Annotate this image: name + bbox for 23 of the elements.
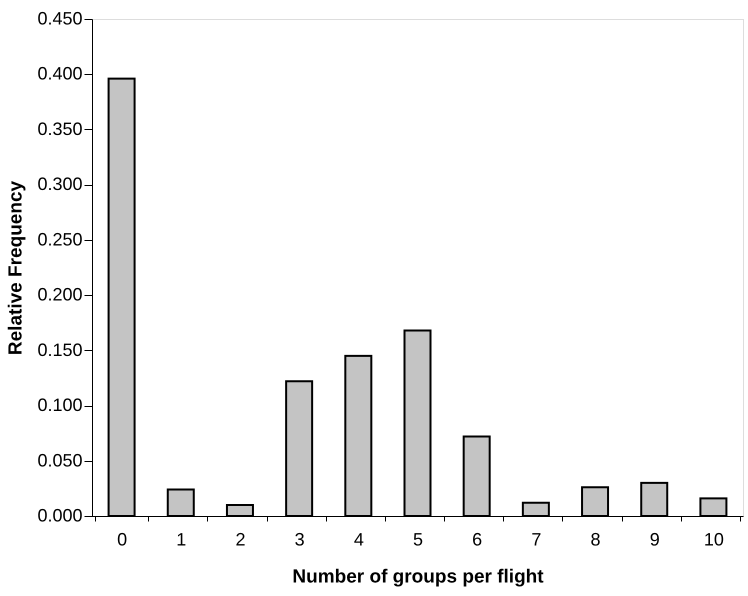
y-tick-label: 0.350 bbox=[37, 118, 82, 139]
x-tick-label: 9 bbox=[650, 530, 660, 550]
x-tick-label: 4 bbox=[354, 530, 364, 550]
x-tick-label: 3 bbox=[294, 530, 305, 550]
x-tick-label: 2 bbox=[235, 530, 246, 550]
x-axis-title: Number of groups per flight bbox=[292, 566, 544, 588]
y-tick-label: 0.200 bbox=[37, 284, 82, 305]
y-axis-title: Relative Frequency bbox=[5, 180, 26, 356]
x-tick-label: 6 bbox=[472, 530, 482, 550]
x-tick-label: 5 bbox=[412, 530, 424, 550]
x-tick-label: 1 bbox=[176, 530, 186, 550]
x-tick-label: 7 bbox=[531, 530, 542, 550]
y-tick-label: 0.450 bbox=[37, 8, 82, 28]
y-tick-label: 0.150 bbox=[37, 340, 82, 360]
y-tick-label: 0.000 bbox=[37, 506, 82, 526]
y-tick-label: 0.300 bbox=[37, 174, 82, 194]
y-tick-label: 0.100 bbox=[37, 395, 82, 416]
y-tick-label: 0.400 bbox=[37, 64, 82, 84]
y-tick-label: 0.050 bbox=[37, 450, 82, 470]
y-tick-label: 0.250 bbox=[37, 229, 82, 250]
x-tick-label: 10 bbox=[704, 530, 724, 550]
x-tick-label: 0 bbox=[117, 530, 128, 550]
x-tick-label: 8 bbox=[590, 530, 601, 550]
